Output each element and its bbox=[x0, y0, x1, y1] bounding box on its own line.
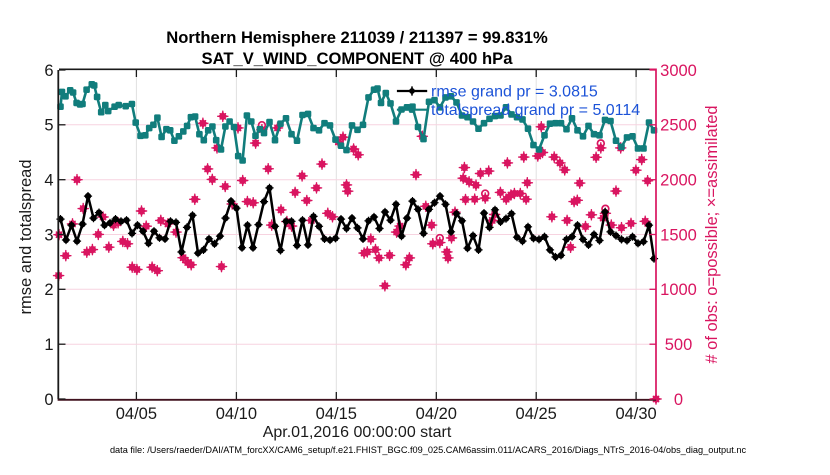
svg-text:3: 3 bbox=[44, 226, 53, 244]
svg-text:Northern Hemisphere 211039 / 2: Northern Hemisphere 211039 / 211397 = 99… bbox=[166, 28, 548, 47]
svg-text:rmse and totalspread: rmse and totalspread bbox=[17, 159, 35, 314]
svg-text:0: 0 bbox=[674, 391, 683, 409]
svg-text:1500: 1500 bbox=[660, 226, 697, 244]
svg-text:04/15: 04/15 bbox=[316, 405, 357, 423]
svg-text:Apr.01,2016 00:00:00 start: Apr.01,2016 00:00:00 start bbox=[263, 424, 452, 441]
svg-text:500: 500 bbox=[665, 336, 693, 354]
svg-text:5: 5 bbox=[44, 117, 53, 135]
svg-text:04/25: 04/25 bbox=[516, 405, 557, 423]
svg-text:4: 4 bbox=[44, 172, 53, 190]
svg-text:3000: 3000 bbox=[660, 62, 697, 80]
svg-text:04/05: 04/05 bbox=[116, 405, 157, 423]
svg-text:rmse grand pr = 3.0815: rmse grand pr = 3.0815 bbox=[431, 84, 598, 101]
svg-text:04/20: 04/20 bbox=[416, 405, 457, 423]
svg-text:totalspread grand pr = 5.0114: totalspread grand pr = 5.0114 bbox=[431, 102, 640, 119]
svg-text:0: 0 bbox=[44, 391, 53, 409]
svg-text:data file: /Users/raeder/DAI/A: data file: /Users/raeder/DAI/ATM_forcXX/… bbox=[110, 445, 747, 455]
svg-text:2500: 2500 bbox=[660, 117, 697, 135]
svg-text:1: 1 bbox=[44, 336, 53, 354]
svg-text:04/30: 04/30 bbox=[615, 405, 656, 423]
svg-text:04/10: 04/10 bbox=[216, 405, 257, 423]
svg-text:6: 6 bbox=[44, 62, 53, 80]
svg-text:2000: 2000 bbox=[660, 172, 697, 190]
svg-text:SAT_V_WIND_COMPONENT @ 400 hPa: SAT_V_WIND_COMPONENT @ 400 hPa bbox=[202, 49, 514, 68]
svg-text:2: 2 bbox=[44, 281, 53, 299]
svg-text:# of obs: o=possible; ×=assimi: # of obs: o=possible; ×=assimilated bbox=[703, 105, 721, 363]
svg-text:1000: 1000 bbox=[660, 281, 697, 299]
